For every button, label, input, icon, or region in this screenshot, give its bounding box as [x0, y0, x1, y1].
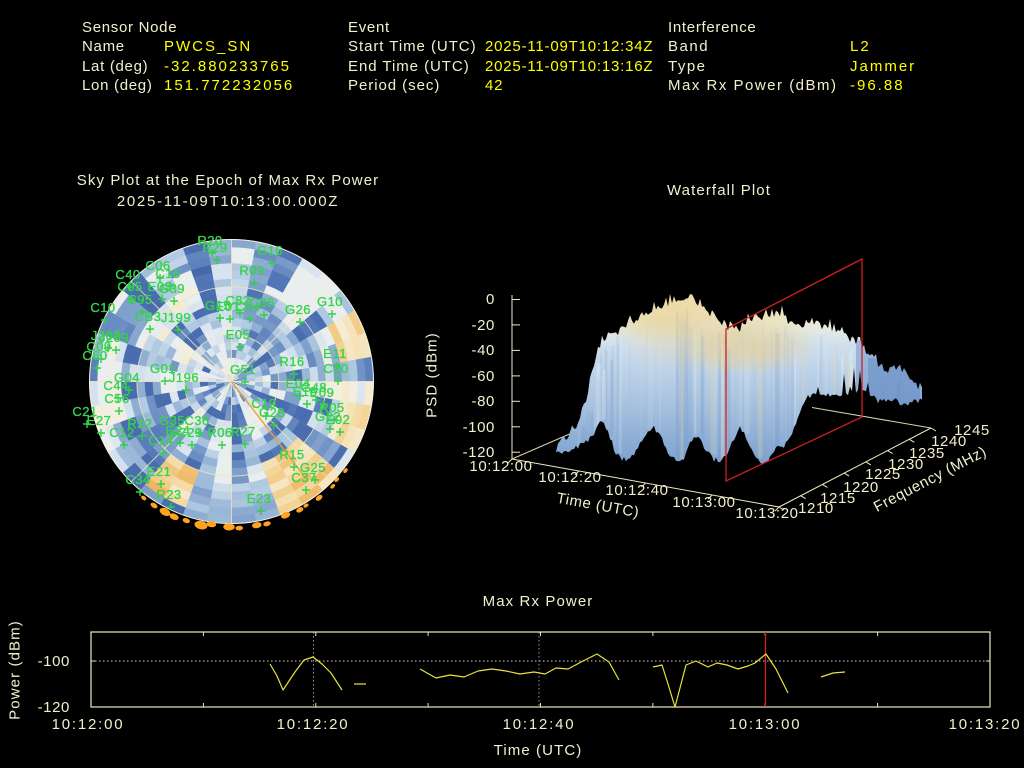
svg-text:G15: G15 [205, 298, 231, 313]
svg-text:C04: C04 [235, 299, 260, 314]
svg-text:E11: E11 [323, 346, 347, 361]
svg-text:C34: C34 [125, 472, 150, 487]
svg-text:R06: R06 [207, 425, 232, 440]
svg-text:C16: C16 [155, 266, 180, 281]
svg-text:J199: J199 [161, 310, 191, 325]
svg-text:C60: C60 [82, 348, 107, 363]
svg-text:C56: C56 [104, 391, 129, 406]
svg-text:-100: -100 [38, 653, 70, 670]
svg-text:G51: G51 [230, 362, 256, 377]
svg-text:E24: E24 [166, 423, 191, 438]
svg-text:1235: 1235 [909, 445, 945, 462]
svg-text:R09: R09 [239, 263, 264, 278]
svg-text:10:12:40: 10:12:40 [605, 482, 668, 499]
svg-text:E21: E21 [147, 464, 172, 479]
svg-text:1220: 1220 [843, 479, 879, 496]
svg-text:G28: G28 [259, 405, 285, 420]
svg-text:C95: C95 [127, 292, 152, 307]
svg-text:G16: G16 [257, 243, 283, 258]
svg-text:E05: E05 [226, 327, 251, 342]
svg-text:C37: C37 [291, 470, 316, 485]
svg-text:R15: R15 [279, 447, 304, 462]
svg-text:C12: C12 [109, 425, 134, 440]
svg-text:R22: R22 [127, 416, 152, 431]
svg-text:C29: C29 [177, 425, 202, 440]
svg-text:10:13:20: 10:13:20 [949, 716, 1022, 733]
svg-text:C36: C36 [249, 295, 274, 310]
svg-text:R27: R27 [230, 424, 255, 439]
svg-text:J196: J196 [169, 370, 199, 385]
svg-text:C20: C20 [323, 361, 348, 376]
svg-text:G25: G25 [300, 460, 326, 475]
svg-text:R05: R05 [319, 400, 344, 415]
svg-text:10:13:00: 10:13:00 [729, 716, 802, 733]
svg-text:0: 0 [486, 291, 495, 308]
svg-text:C21: C21 [72, 404, 97, 419]
svg-text:J202: J202 [91, 328, 121, 343]
svg-text:E27: E27 [87, 413, 112, 428]
svg-text:G39: G39 [159, 281, 185, 296]
svg-text:-100: -100 [463, 419, 495, 436]
svg-text:C40: C40 [115, 267, 140, 282]
svg-text:R16: R16 [279, 354, 304, 369]
svg-text:10:13:00: 10:13:00 [672, 494, 735, 511]
svg-text:-80: -80 [472, 393, 495, 410]
svg-text:10:12:20: 10:12:20 [538, 469, 601, 486]
svg-text:C06: C06 [145, 258, 170, 273]
svg-text:C36: C36 [184, 413, 209, 428]
svg-text:E03: E03 [148, 279, 173, 294]
svg-text:10:12:20: 10:12:20 [277, 716, 350, 733]
svg-text:G35: G35 [159, 413, 185, 428]
svg-text:10:12:00: 10:12:00 [52, 716, 125, 733]
svg-text:10:12:00: 10:12:00 [469, 458, 532, 475]
svg-text:1230: 1230 [888, 456, 924, 473]
svg-text:E01: E01 [216, 299, 241, 314]
svg-text:-120: -120 [463, 444, 495, 461]
svg-text:-20: -20 [472, 317, 495, 334]
svg-text:G26: G26 [285, 302, 311, 317]
svg-text:E04: E04 [286, 376, 311, 391]
svg-text:R23: R23 [156, 487, 181, 502]
svg-text:G04: G04 [114, 370, 140, 385]
svg-text:10:12:40: 10:12:40 [503, 716, 576, 733]
svg-text:1215: 1215 [820, 490, 856, 507]
svg-text:1240: 1240 [931, 433, 967, 450]
svg-text:J209: J209 [99, 330, 129, 345]
svg-text:1225: 1225 [865, 466, 901, 483]
svg-text:G22: G22 [315, 409, 341, 424]
svg-text:C44: C44 [103, 378, 128, 393]
svg-text:R20: R20 [197, 233, 222, 248]
svg-text:10:13:20: 10:13:20 [735, 505, 798, 522]
svg-text:R29: R29 [202, 240, 227, 255]
svg-text:-120: -120 [38, 699, 70, 716]
svg-text:G10: G10 [317, 294, 343, 309]
svg-text:E16: E16 [293, 384, 318, 399]
svg-text:C09: C09 [86, 339, 111, 354]
svg-text:E02: E02 [326, 412, 351, 427]
svg-text:C82: C82 [225, 293, 250, 308]
svg-text:C19: C19 [251, 396, 276, 411]
svg-text:CB3: CB3 [135, 309, 162, 324]
svg-text:C05: C05 [117, 279, 142, 294]
svg-text:-60: -60 [472, 368, 495, 385]
svg-text:-40: -40 [472, 342, 495, 359]
svg-text:E23: E23 [247, 491, 272, 506]
svg-text:1210: 1210 [798, 500, 834, 517]
svg-text:C10: C10 [90, 300, 115, 315]
svg-text:G48: G48 [301, 380, 327, 395]
svg-text:C14: C14 [148, 433, 173, 448]
svg-text:1245: 1245 [954, 422, 990, 439]
svg-text:G01: G01 [150, 361, 176, 376]
